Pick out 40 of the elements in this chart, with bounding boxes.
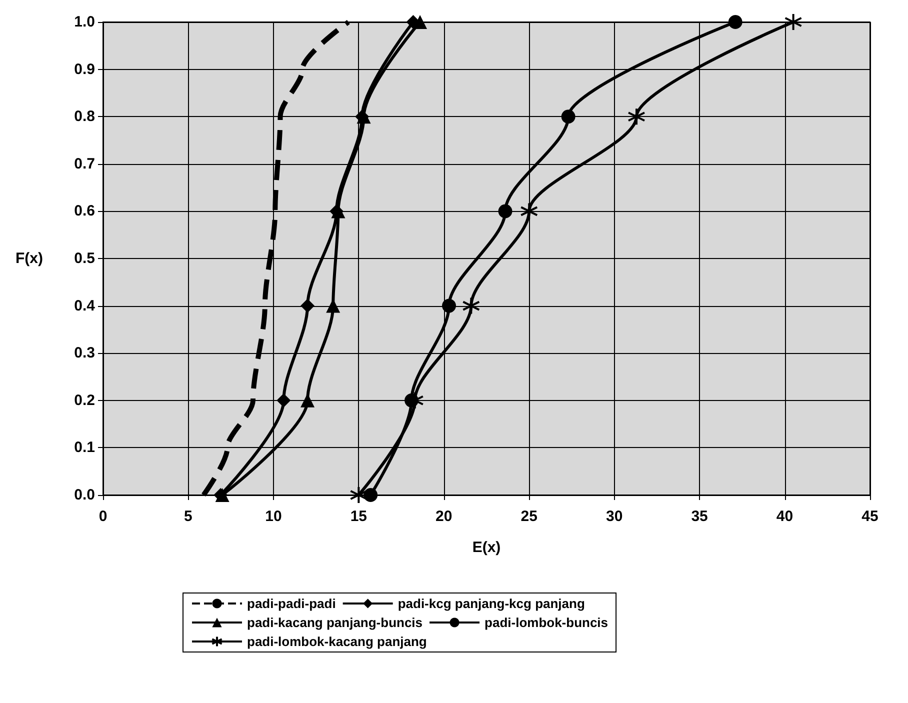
y-tick-label: 0.6 bbox=[74, 202, 95, 220]
x-tick-label: 30 bbox=[606, 508, 623, 525]
y-tick-label: 0.1 bbox=[74, 439, 95, 456]
legend-label: padi-kacang panjang-buncis bbox=[247, 615, 423, 630]
point bbox=[561, 110, 576, 124]
point bbox=[462, 296, 480, 315]
y-tick-label: 0.0 bbox=[74, 486, 95, 504]
point bbox=[627, 108, 646, 126]
x-tick-label: 15 bbox=[350, 508, 368, 525]
point bbox=[276, 393, 291, 408]
point bbox=[364, 488, 378, 502]
x-tick-label: 45 bbox=[862, 508, 878, 525]
y-tick-label: 0.2 bbox=[74, 392, 95, 409]
legend-label: padi-lombok-buncis bbox=[484, 615, 608, 630]
x-tick-label: 40 bbox=[776, 508, 794, 525]
x-tick-label: 35 bbox=[691, 508, 708, 525]
y-tick-label: 0.9 bbox=[74, 60, 95, 78]
legend-label: padi-lombok-kacang panjang bbox=[247, 634, 427, 649]
x-tick-label: 25 bbox=[520, 508, 538, 525]
y-tick-label: 0.5 bbox=[74, 250, 95, 267]
point bbox=[300, 298, 315, 313]
point bbox=[350, 486, 368, 504]
point bbox=[728, 15, 742, 29]
x-tick-label: 20 bbox=[436, 508, 452, 525]
point bbox=[442, 298, 456, 313]
x-axis-title: E(x) bbox=[472, 539, 501, 556]
point bbox=[498, 204, 512, 218]
y-axis-title: F(x) bbox=[16, 250, 43, 267]
point bbox=[520, 202, 538, 220]
legend-label: padi-padi-padi bbox=[247, 596, 336, 611]
x-tick-label: 0 bbox=[98, 508, 108, 525]
y-tick-label: 0.7 bbox=[74, 155, 95, 172]
y-tick-label: 0.4 bbox=[74, 297, 96, 314]
x-tick-label: 10 bbox=[265, 508, 282, 525]
legend-label: padi-kcg panjang-kcg panjang bbox=[398, 596, 585, 611]
point bbox=[784, 13, 802, 31]
y-tick-label: 0.3 bbox=[74, 344, 95, 362]
y-tick-label: 1.0 bbox=[74, 14, 95, 30]
y-tick-label: 0.8 bbox=[74, 108, 95, 126]
x-tick-label: 5 bbox=[184, 508, 192, 525]
